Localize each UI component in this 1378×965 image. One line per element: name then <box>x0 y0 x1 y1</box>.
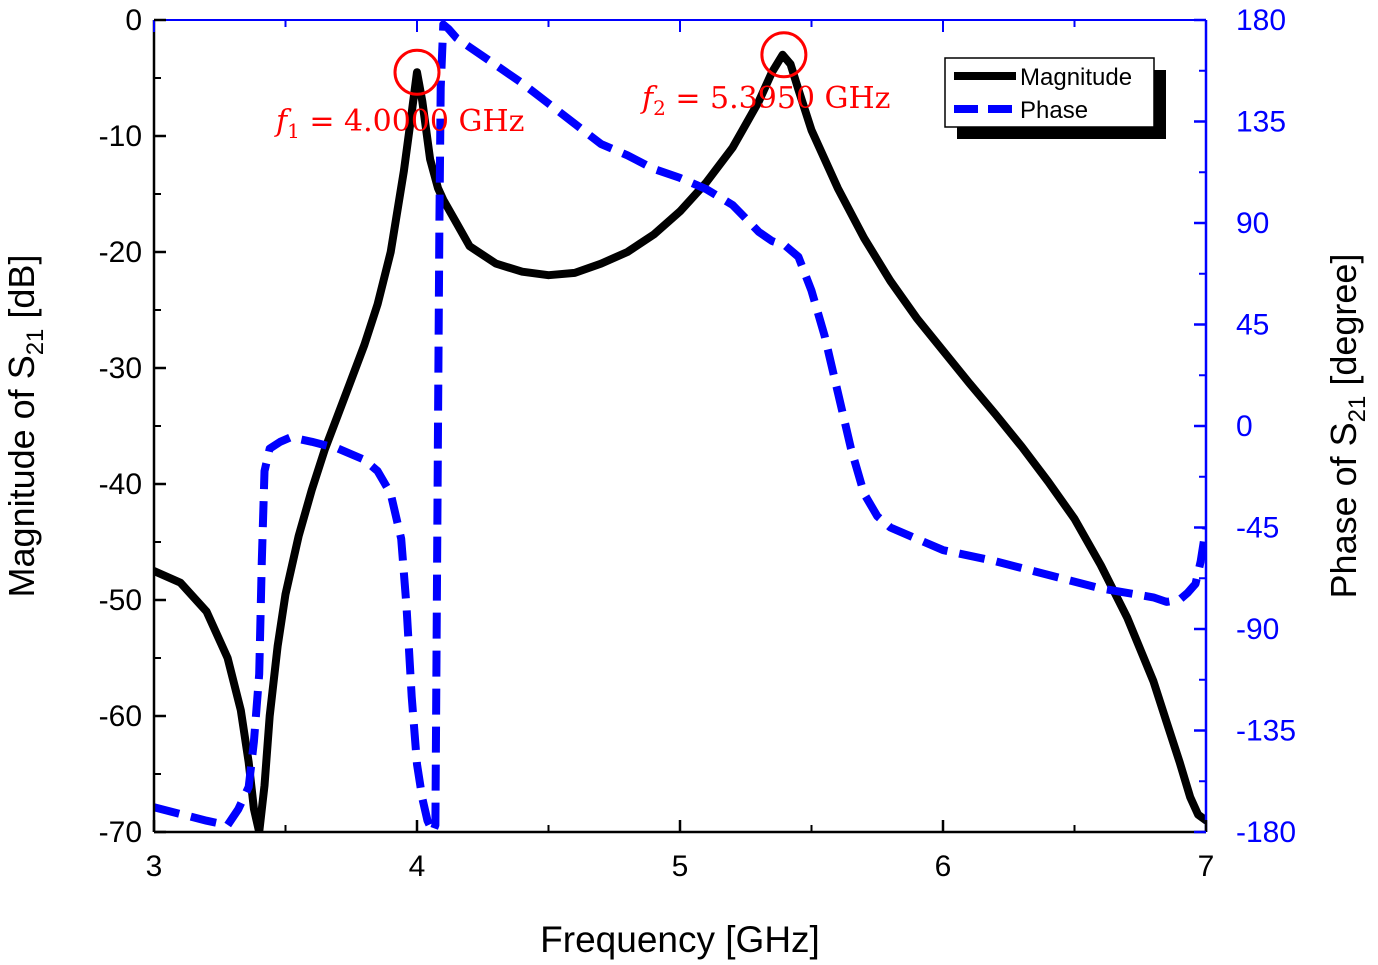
y-left-tick-label: -30 <box>99 352 142 385</box>
series-layer <box>154 20 1206 832</box>
y-right-tick-label: 90 <box>1236 207 1269 240</box>
x-tick-label: 7 <box>1198 850 1215 883</box>
annotation-f2: f2 = 5.3950 GHz <box>640 81 891 120</box>
right-axis-title: Phase of S21 [degree] <box>1323 254 1371 599</box>
left-axis-title: Magnitude of S21 [dB] <box>1 255 49 598</box>
peak-markers <box>393 31 808 96</box>
peak-marker-1 <box>393 48 441 96</box>
legend-label-phase: Phase <box>1020 97 1088 124</box>
x-tick-label: 6 <box>935 850 952 883</box>
annotation-f1: f1 = 4.0000 GHz <box>274 104 525 143</box>
legend-label-magnitude: Magnitude <box>1020 64 1132 91</box>
y-left-tick-label: -60 <box>99 700 142 733</box>
y-right-tick-label: -135 <box>1236 715 1296 748</box>
y-left-tick-label: -70 <box>99 816 142 849</box>
legend-box <box>944 57 1155 128</box>
legend: Magnitude Phase <box>944 57 1166 139</box>
peak-marker-2 <box>760 31 808 79</box>
y-left-tick-label: -50 <box>99 584 142 617</box>
x-axis-title: Frequency [GHz] <box>540 919 820 960</box>
x-tick-label: 5 <box>672 850 689 883</box>
y-right-tick-label: -90 <box>1236 613 1279 646</box>
y-right-tick-label: 135 <box>1236 106 1286 139</box>
y-left-tick-label: -40 <box>99 468 142 501</box>
plot-background <box>154 20 1206 832</box>
x-tick-label: 4 <box>409 850 426 883</box>
y-left-tick-label: -20 <box>99 236 142 269</box>
y-right-tick-label: -180 <box>1236 816 1296 849</box>
series-line-phase <box>154 20 1206 832</box>
y-left-tick-label: -10 <box>99 120 142 153</box>
y-right-tick-label: 180 <box>1236 4 1286 37</box>
series-line-magnitude <box>154 50 1206 832</box>
axis-ticks: 3 4 5 6 70-10-20-30-40-50-60-7018013590450-4… <box>99 4 1296 883</box>
y-right-tick-label: 45 <box>1236 309 1269 342</box>
plot-area <box>154 20 1206 832</box>
y-right-tick-label: 0 <box>1236 410 1253 443</box>
x-tick-label: 3 <box>146 850 163 883</box>
y-left-tick-label: 0 <box>125 4 142 37</box>
y-right-tick-label: -45 <box>1236 512 1279 545</box>
